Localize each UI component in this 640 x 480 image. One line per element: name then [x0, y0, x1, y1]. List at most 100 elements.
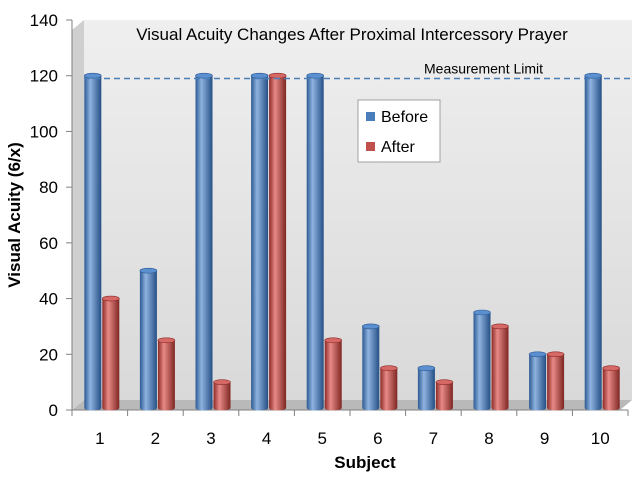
- y-ticks: 0 20 40 60 80 100 120 140: [30, 11, 72, 420]
- y-tick-label: 140: [30, 11, 58, 30]
- x-tick-label: 6: [373, 429, 382, 448]
- bar-cap: [250, 72, 269, 79]
- bar-body: [417, 368, 435, 408]
- bar-before-subject-2: [139, 267, 158, 411]
- bar-base: [602, 405, 620, 411]
- bar-after-subject-8: [491, 323, 509, 411]
- bar-cap: [324, 337, 343, 344]
- y-tick-label: 100: [30, 122, 58, 141]
- measurement-limit-label: Measurement Limit: [424, 61, 543, 77]
- x-tick-label: 4: [262, 429, 271, 448]
- bar-cap: [417, 365, 436, 372]
- bar-cap: [435, 379, 454, 385]
- bar-cap: [361, 323, 380, 330]
- chart-title: Visual Acuity Changes After Proximal Int…: [136, 25, 568, 44]
- y-tick-label: 40: [39, 290, 58, 309]
- bar-body: [213, 382, 231, 408]
- x-tick-label: 5: [317, 429, 326, 448]
- bar-cap: [473, 309, 491, 316]
- bar-base: [195, 405, 213, 411]
- legend-box: [357, 99, 441, 163]
- bar-before-subject-4: [250, 72, 269, 411]
- bar-after-subject-1: [102, 295, 120, 411]
- x-ticks: 1 2 3 4 5 6 7 8 9 10: [71, 410, 629, 448]
- y-tick-label: 60: [39, 234, 58, 253]
- legend-swatch-before: [366, 112, 375, 121]
- x-tick-label: 9: [540, 429, 549, 448]
- x-tick-label: 2: [151, 429, 160, 448]
- legend: Before After: [357, 99, 441, 163]
- bar-base: [584, 405, 602, 411]
- bar-cap: [528, 351, 547, 358]
- x-tick-label: 1: [95, 429, 104, 448]
- bar-body: [306, 75, 324, 408]
- y-axis-title: Visual Acuity (6/x): [5, 142, 24, 288]
- bar-base: [380, 405, 398, 411]
- x-axis-title: Subject: [334, 453, 396, 472]
- bar-before-subject-3: [195, 72, 213, 411]
- bar-cap: [102, 295, 120, 302]
- y-tick-label: 120: [30, 67, 58, 86]
- bar-before-subject-10: [584, 72, 603, 411]
- bar-after-subject-9: [546, 351, 565, 411]
- bar-cap: [306, 72, 325, 79]
- bar-body: [473, 312, 491, 408]
- bar-before-subject-8: [473, 309, 491, 411]
- bar-base: [213, 405, 231, 411]
- bar-after-subject-3: [213, 379, 231, 411]
- bar-body: [251, 75, 269, 408]
- bar-cap: [195, 72, 213, 79]
- bar-cap: [602, 365, 621, 372]
- bar-body: [84, 75, 102, 408]
- bar-base: [324, 405, 342, 411]
- bar-before-subject-1: [84, 72, 102, 411]
- bar-base: [529, 405, 547, 411]
- bar-body: [195, 75, 213, 408]
- bar-after-subject-10: [602, 365, 621, 411]
- bar-body: [102, 298, 120, 408]
- bar-before-subject-6: [361, 323, 380, 411]
- bar-cap: [213, 379, 231, 385]
- x-tick-label: 8: [484, 429, 493, 448]
- bar-base: [547, 405, 565, 411]
- plot-back-wall: [84, 20, 632, 400]
- bar-base: [251, 405, 269, 411]
- bar-after-subject-4: [268, 72, 287, 411]
- bar-after-subject-5: [324, 337, 343, 411]
- bar-base: [362, 405, 380, 411]
- bar-after-subject-7: [435, 379, 454, 411]
- bar-body: [139, 270, 157, 408]
- bar-cap: [379, 365, 398, 372]
- bar-body: [602, 368, 620, 408]
- y-tick-label: 0: [49, 401, 58, 420]
- bar-cap: [546, 351, 565, 358]
- bar-body: [269, 75, 287, 408]
- bar-base: [102, 405, 120, 411]
- bar-cap: [491, 323, 509, 330]
- legend-label-before: Before: [381, 109, 428, 126]
- bars: [84, 72, 621, 411]
- bar-base: [84, 405, 102, 411]
- bar-cap: [157, 337, 176, 344]
- bar-before-subject-9: [528, 351, 547, 411]
- x-tick-label: 3: [206, 429, 215, 448]
- plot-side-wall: [72, 20, 84, 410]
- y-tick-label: 20: [39, 345, 58, 364]
- x-tick-label: 7: [429, 429, 438, 448]
- bar-base: [139, 405, 157, 411]
- bar-base: [435, 405, 453, 411]
- bar-cap: [139, 267, 158, 274]
- bar-base: [269, 405, 287, 411]
- bar-base: [491, 405, 509, 411]
- bar-after-subject-2: [157, 337, 176, 411]
- bar-before-subject-7: [417, 365, 436, 411]
- bar-base: [417, 405, 435, 411]
- legend-swatch-after: [366, 142, 375, 151]
- bar-after-subject-6: [379, 365, 398, 411]
- bar-body: [491, 326, 509, 408]
- bar-body: [362, 326, 380, 408]
- bar-before-subject-5: [306, 72, 325, 411]
- bar-base: [306, 405, 324, 411]
- bar-cap: [584, 72, 603, 79]
